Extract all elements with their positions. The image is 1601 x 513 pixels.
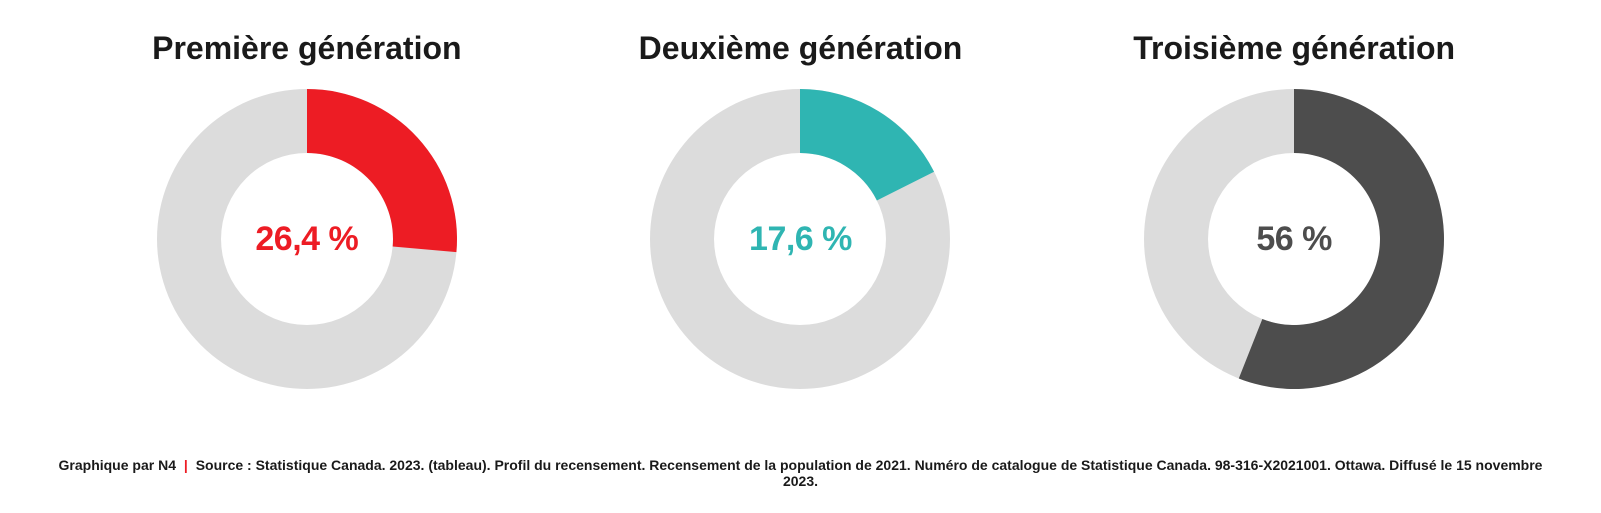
- chart-title-gen1: Première génération: [152, 30, 461, 67]
- chart-block-gen2: Deuxième génération 17,6 %: [570, 30, 1030, 389]
- footer-separator: |: [180, 457, 192, 473]
- donut-svg-gen3: [1144, 89, 1444, 389]
- donut-chart-gen3: 56 %: [1144, 89, 1444, 389]
- chart-block-gen1: Première génération 26,4 %: [77, 30, 537, 389]
- footer-source-text: Statistique Canada. 2023. (tableau). Pro…: [256, 457, 1543, 489]
- donut-chart-gen2: 17,6 %: [650, 89, 950, 389]
- chart-block-gen3: Troisième génération 56 %: [1064, 30, 1524, 389]
- donut-svg-gen2: [650, 89, 950, 389]
- footer-note: Graphique par N4 | Source : Statistique …: [0, 457, 1601, 489]
- chart-title-gen2: Deuxième génération: [639, 30, 963, 67]
- footer-source-label: Source :: [196, 457, 252, 473]
- donut-svg-gen1: [157, 89, 457, 389]
- charts-row: Première génération 26,4 % Deuxième géné…: [0, 0, 1601, 389]
- footer-prefix: Graphique par N4: [59, 457, 176, 473]
- donut-chart-gen1: 26,4 %: [157, 89, 457, 389]
- chart-title-gen3: Troisième génération: [1133, 30, 1455, 67]
